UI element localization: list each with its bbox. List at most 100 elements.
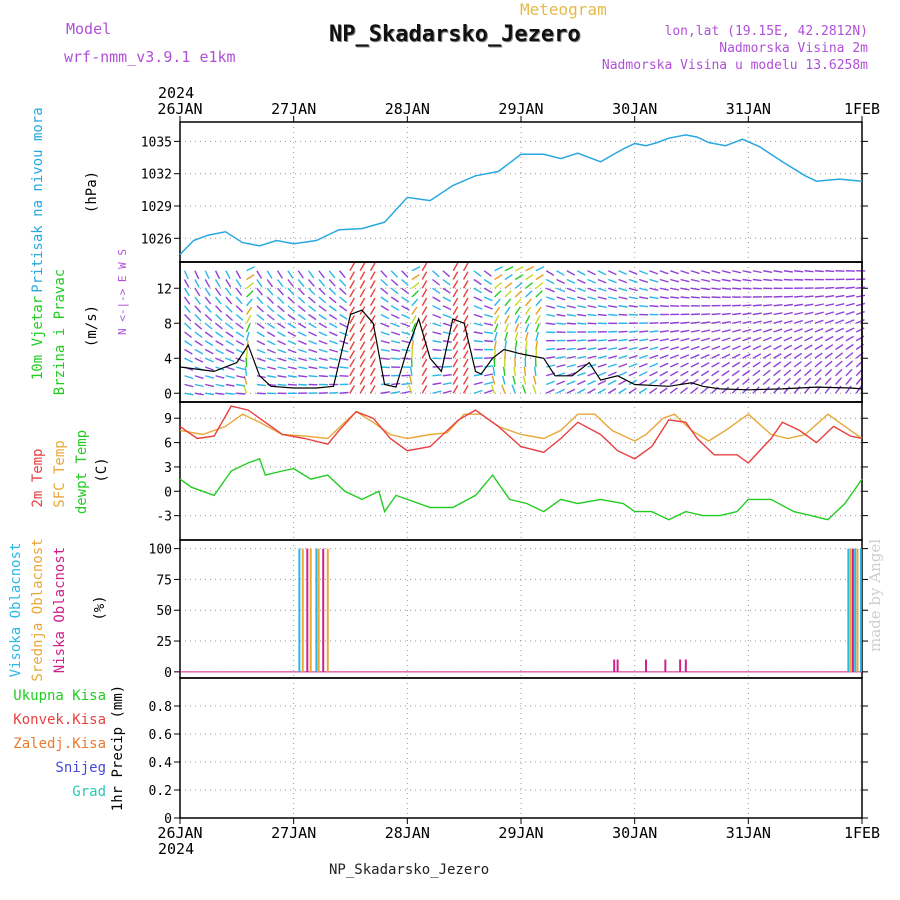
wind-arrow [690,278,700,283]
wind-arrow [845,368,853,377]
wind-arrow [359,350,366,359]
wind-arrow [318,305,327,312]
wind-arrow [194,340,203,347]
wind-arrow [184,305,191,314]
wind-arrow [545,380,555,386]
wind-arrow [680,346,690,351]
wind-arrow [452,280,459,289]
wind-arrow [390,322,400,328]
wind-arrow [494,298,501,307]
wind-arrow [825,270,835,273]
wind-arrow [711,337,721,342]
wind-arrow [339,287,347,295]
wind-arrow [349,297,356,307]
wind-arrow [690,378,699,386]
wind-arrow [659,379,668,386]
wind-arrow [215,331,224,338]
wind-arrow [855,385,862,394]
wind-arrow [194,357,204,363]
wind-arrow [369,306,376,315]
wind-arrow [638,387,648,394]
wind-arrow [742,361,751,368]
wind-arrow [369,288,376,298]
wind-arrow [504,323,509,333]
wind-arrow [794,303,804,307]
wind-arrow [411,290,419,298]
wind-arrow [773,352,782,359]
wind-arrow [680,337,690,342]
wind-arrow [587,355,597,359]
wind-arrow [607,379,617,386]
wind-arrow [522,375,527,385]
wind-arrow [742,353,751,359]
wind-arrow [442,348,452,351]
wind-arrow [597,339,607,342]
dewpt-temp-line [179,457,863,521]
wind-arrow [597,388,607,394]
wind-arrow [783,328,793,333]
wind-arrow [824,360,833,368]
wind-arrow [845,294,855,298]
wind-arrow [369,376,376,385]
wind-arrow [266,296,275,304]
wind-arrow [535,266,545,272]
wind-arrow [473,305,483,310]
wind-arrow [411,274,420,281]
wind-arrow [587,339,597,342]
wind-arrow [577,355,587,359]
wind-arrow [204,322,213,330]
wind-arrow [473,340,483,343]
precip-ylabel: 1hr Precip (mm) [110,685,126,811]
wind-arrow [670,338,680,342]
wind-arrow [215,357,225,363]
wind-arrow [308,296,316,304]
wind-arrow [235,313,244,321]
wind-arrow [339,357,349,361]
wind-arrow [380,340,390,344]
wind-arrow [587,347,597,351]
wind-arrow [442,287,451,294]
wind-arrow [298,366,308,370]
wind-arrow [533,366,537,376]
wind-arrow [742,320,752,324]
wind-arrow [524,340,528,350]
wind-arrow [618,363,628,368]
wind-arrow [855,327,865,333]
wind-arrow [752,369,761,377]
wind-arrow [825,303,835,307]
wind-arrow [669,379,679,386]
wind-arrow [256,322,265,329]
wind-arrow [235,296,243,305]
wind-arrow [277,383,287,386]
wind-arrow [524,314,531,324]
wind-arrow [804,303,814,307]
wind-arrow [669,270,679,275]
wind-arrow [483,287,493,294]
wind-arrow [524,323,530,333]
wind-arrow [494,274,503,281]
wind-arrow [524,349,527,359]
wind-arrow [246,266,255,272]
y-tick-label: 12 [156,282,172,297]
wind-arrow [597,347,607,351]
wind-arrow [514,331,519,341]
wind-arrow [659,338,669,342]
wind-arrow [628,363,638,368]
wind-arrow [618,287,628,292]
wind-arrow [504,349,507,359]
wind-arrow [473,313,483,318]
y-tick-label: 0.6 [149,728,172,743]
wind-arrow [339,305,348,312]
wind-arrow [194,296,201,305]
wind-arrow [246,274,255,281]
wind-arrow [204,348,214,355]
wind-arrow [493,306,501,315]
wind-arrow [297,331,307,337]
wind-arrow [411,282,420,289]
wind-arrow [618,346,628,351]
wind-arrow [452,376,459,385]
pressure-ylabel: Pritisak na nivou mora [30,107,46,292]
wind-arrow [194,287,201,297]
wind-arrow [256,357,266,362]
wind-arrow [546,305,556,309]
